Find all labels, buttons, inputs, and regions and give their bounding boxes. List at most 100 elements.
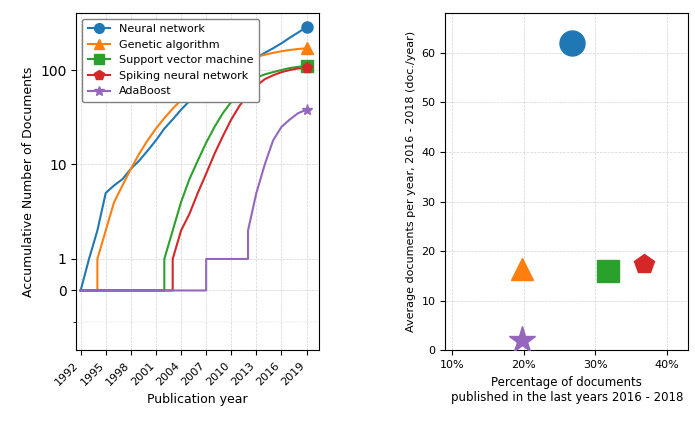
- Support vector machine: [76, 288, 85, 293]
- Spiking neural network: [194, 190, 202, 195]
- Genetic algorithm: [227, 64, 236, 70]
- Spiking neural network: [294, 66, 302, 71]
- Spiking neural network: [244, 92, 252, 97]
- AdaBoost: [76, 288, 85, 293]
- Spiking neural network: [277, 70, 286, 75]
- AdaBoost: [227, 256, 236, 261]
- Spiking neural network: [227, 117, 236, 122]
- Neural network: [118, 177, 126, 182]
- Spiking neural network: [236, 103, 244, 108]
- Support vector machine: [252, 75, 261, 80]
- AdaBoost: [261, 162, 269, 167]
- Genetic algorithm: [186, 90, 194, 95]
- Neural network: [211, 78, 219, 83]
- Support vector machine: [294, 64, 302, 70]
- Spiking neural network: [202, 171, 211, 176]
- Genetic algorithm: [101, 228, 110, 233]
- Line: Spiking neural network: Spiking neural network: [81, 68, 306, 290]
- Spiking neural network: [269, 73, 277, 78]
- Support vector machine: [186, 177, 194, 182]
- Genetic algorithm: [286, 47, 294, 53]
- Spiking neural network: [261, 77, 269, 82]
- AdaBoost: [244, 256, 252, 261]
- Support vector machine: [277, 67, 286, 73]
- Spiking neural network: [219, 134, 227, 139]
- AdaBoost: [202, 288, 211, 293]
- AdaBoost: [252, 190, 261, 195]
- X-axis label: Publication year: Publication year: [147, 393, 248, 406]
- AdaBoost: [286, 117, 294, 122]
- Support vector machine: [202, 140, 211, 145]
- Spiking neural network: [219, 134, 227, 139]
- Support vector machine: [244, 82, 252, 87]
- Genetic algorithm: [219, 69, 227, 74]
- Spiking neural network: [244, 92, 252, 97]
- Support vector machine: [261, 72, 269, 77]
- Spiking neural network: [227, 117, 236, 122]
- AdaBoost: [244, 228, 252, 233]
- AdaBoost: [261, 162, 269, 167]
- Legend: Neural network, Genetic algorithm, Support vector machine, Spiking neural networ: Neural network, Genetic algorithm, Suppo…: [82, 19, 259, 102]
- Support vector machine: [244, 82, 252, 87]
- Support vector machine: [160, 256, 168, 261]
- Support vector machine: [236, 90, 244, 95]
- Y-axis label: Average documents per year, 2016 - 2018 (doc./year): Average documents per year, 2016 - 2018 …: [406, 31, 416, 332]
- Support vector machine: [168, 228, 177, 233]
- Neural network: [211, 78, 219, 83]
- Support vector machine: [194, 158, 202, 163]
- Genetic algorithm: [160, 116, 168, 121]
- Neural network: [202, 83, 211, 88]
- Support vector machine: [294, 64, 302, 70]
- Support vector machine: [277, 67, 286, 73]
- Support vector machine: [286, 65, 294, 71]
- Support vector machine: [160, 288, 168, 293]
- Spiking neural network: [177, 228, 186, 233]
- Support vector machine: [269, 70, 277, 75]
- Spiking neural network: [294, 66, 302, 71]
- AdaBoost: [294, 110, 302, 116]
- Support vector machine: [219, 110, 227, 116]
- AdaBoost: [269, 138, 277, 143]
- Neural network: [302, 25, 311, 30]
- AdaBoost: [277, 124, 286, 130]
- X-axis label: Percentage of documents
published in the last years 2016 - 2018: Percentage of documents published in the…: [450, 376, 683, 404]
- Spiking neural network: [76, 288, 85, 293]
- AdaBoost: [219, 256, 227, 261]
- Support vector machine: [236, 90, 244, 95]
- Support vector machine: [286, 65, 294, 71]
- Spiking neural network: [202, 171, 211, 176]
- Support vector machine: [302, 64, 311, 69]
- Spiking neural network: [177, 228, 186, 233]
- Spiking neural network: [168, 256, 177, 261]
- Spiking neural network: [269, 73, 277, 78]
- Support vector machine: [194, 158, 202, 163]
- Spiking neural network: [286, 67, 294, 73]
- Support vector machine: [177, 199, 186, 205]
- Spiking neural network: [211, 151, 219, 156]
- Spiking neural network: [211, 151, 219, 156]
- AdaBoost: [211, 256, 219, 261]
- Spiking neural network: [302, 66, 311, 71]
- Y-axis label: Accumulative Number of Documents: Accumulative Number of Documents: [22, 67, 35, 297]
- Line: Support vector machine: Support vector machine: [81, 66, 306, 290]
- Support vector machine: [186, 177, 194, 182]
- Support vector machine: [177, 199, 186, 205]
- Line: Neural network: Neural network: [81, 27, 306, 290]
- Support vector machine: [202, 140, 211, 145]
- AdaBoost: [302, 107, 311, 113]
- Spiking neural network: [186, 211, 194, 216]
- AdaBoost: [236, 256, 244, 261]
- Support vector machine: [269, 70, 277, 75]
- Genetic algorithm: [302, 46, 311, 51]
- Support vector machine: [168, 228, 177, 233]
- Spiking neural network: [286, 67, 294, 73]
- AdaBoost: [236, 256, 244, 261]
- AdaBoost: [227, 256, 236, 261]
- Neural network: [227, 69, 236, 74]
- AdaBoost: [269, 138, 277, 143]
- Spiking neural network: [168, 288, 177, 293]
- Support vector machine: [252, 75, 261, 80]
- Neural network: [76, 288, 85, 293]
- Support vector machine: [211, 124, 219, 130]
- Support vector machine: [211, 124, 219, 130]
